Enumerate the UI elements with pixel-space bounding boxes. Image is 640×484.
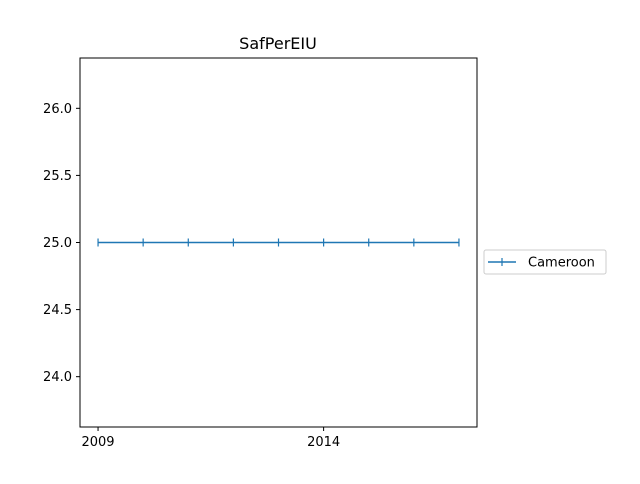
y-tick-label: 24.0 [43,370,72,385]
legend: Cameroon [483,249,607,275]
y-tick-label: 24.5 [43,303,72,318]
plot-area [97,238,460,247]
axes: 24.0 24.5 25.0 25.5 26.0 2009 2014 [43,57,478,450]
y-tick-label: 25.0 [43,236,72,251]
chart-title: SafPerEIU [239,34,317,53]
x-tick-label: 2014 [307,435,340,450]
legend-label: Cameroon [528,256,595,271]
y-tick-label: 26.0 [43,102,72,117]
y-tick-label: 25.5 [43,169,72,184]
legend-box [483,249,607,275]
x-tick-label: 2009 [81,435,114,450]
